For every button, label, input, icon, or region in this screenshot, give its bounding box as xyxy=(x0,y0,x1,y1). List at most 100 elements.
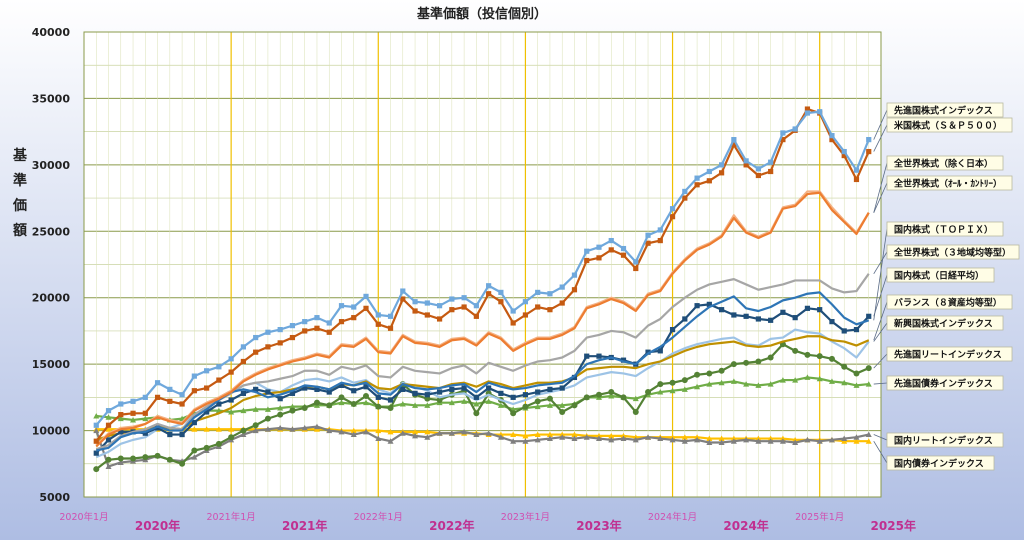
data-point xyxy=(264,406,271,412)
data-point xyxy=(706,439,713,446)
data-point xyxy=(203,444,210,451)
data-point xyxy=(289,407,296,414)
data-point xyxy=(436,316,443,322)
data-point xyxy=(719,307,725,313)
series-9 xyxy=(93,341,872,473)
data-point xyxy=(105,437,112,443)
data-point xyxy=(142,430,148,436)
data-point xyxy=(768,317,774,323)
data-point xyxy=(546,431,553,438)
data-point xyxy=(559,402,566,408)
data-point xyxy=(154,452,161,459)
data-point xyxy=(363,399,370,406)
data-point xyxy=(142,454,149,461)
data-point xyxy=(252,406,259,412)
data-point xyxy=(167,431,173,438)
legend-box xyxy=(886,221,1004,237)
data-point xyxy=(240,431,247,438)
data-point xyxy=(424,300,430,306)
data-point xyxy=(829,133,835,139)
data-point xyxy=(130,416,137,423)
data-point xyxy=(780,137,786,143)
data-point xyxy=(608,393,615,399)
data-point xyxy=(534,436,541,443)
legend-leader xyxy=(873,228,888,321)
y-axis-label-char: 準 xyxy=(13,172,27,189)
data-point xyxy=(534,431,541,438)
data-point xyxy=(535,389,541,395)
data-point xyxy=(436,389,443,395)
data-point xyxy=(853,370,860,377)
data-point xyxy=(510,320,516,326)
data-point xyxy=(657,227,663,233)
data-point xyxy=(412,402,419,408)
data-point xyxy=(546,395,553,402)
data-point xyxy=(449,386,455,392)
data-point xyxy=(93,438,99,444)
legend-label: バランス（８資産均等型） xyxy=(894,297,1002,309)
data-point xyxy=(804,436,811,443)
data-point xyxy=(105,422,112,428)
data-point xyxy=(645,232,651,238)
data-point xyxy=(559,408,566,415)
data-point xyxy=(265,329,271,335)
x-tick-label: 2020年1月 xyxy=(59,511,108,523)
year-label: 2023年 xyxy=(576,518,621,533)
data-point xyxy=(718,435,725,442)
data-point xyxy=(105,463,112,469)
data-point xyxy=(253,334,259,341)
data-point xyxy=(829,319,835,325)
data-point xyxy=(461,385,467,391)
y-tick-label: 30000 xyxy=(32,159,71,172)
data-point xyxy=(498,299,504,305)
data-point xyxy=(118,412,124,418)
data-point xyxy=(497,434,504,440)
data-point xyxy=(105,426,112,432)
data-point xyxy=(301,404,308,411)
data-point xyxy=(215,440,222,447)
data-point xyxy=(767,354,774,361)
legend-box xyxy=(886,315,1004,331)
data-point xyxy=(399,430,406,436)
legend-label: 先進国債券インデックス xyxy=(894,378,993,390)
data-point xyxy=(510,438,517,444)
data-point xyxy=(719,170,725,176)
data-point xyxy=(302,385,308,391)
data-point xyxy=(473,394,479,400)
data-point xyxy=(669,387,676,394)
data-point xyxy=(117,455,124,462)
data-point xyxy=(338,382,345,388)
data-point xyxy=(240,407,247,414)
data-point xyxy=(706,435,713,442)
data-point xyxy=(779,377,786,383)
data-point xyxy=(277,327,283,333)
data-point xyxy=(584,353,590,359)
data-point xyxy=(755,316,761,322)
data-point xyxy=(731,142,737,148)
data-point xyxy=(93,422,99,428)
data-point xyxy=(546,435,553,442)
data-point xyxy=(682,188,688,195)
data-point xyxy=(498,289,504,295)
data-point xyxy=(755,166,761,172)
data-point xyxy=(522,299,529,305)
year-label: 2025年 xyxy=(871,518,916,533)
data-point xyxy=(694,371,701,378)
data-point xyxy=(841,435,848,442)
data-point xyxy=(289,426,296,432)
data-point xyxy=(191,426,198,432)
y-tick-label: 10000 xyxy=(32,425,71,438)
data-point xyxy=(792,315,798,321)
data-point xyxy=(731,137,737,143)
y-tick-label: 20000 xyxy=(32,292,71,305)
data-point xyxy=(657,237,663,244)
data-point xyxy=(633,259,639,265)
data-point xyxy=(117,415,124,422)
data-point xyxy=(216,364,222,370)
series-line xyxy=(95,107,870,442)
x-tick-label: 2025年1月 xyxy=(795,511,844,523)
data-point xyxy=(486,291,492,297)
legend-leader xyxy=(873,251,888,275)
legend-leader xyxy=(873,162,888,213)
